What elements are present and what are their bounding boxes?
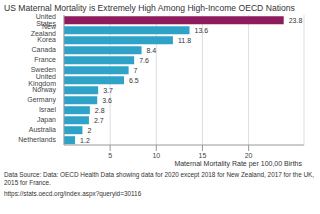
svg-text:3.7: 3.7 <box>103 87 113 94</box>
svg-text:11.8: 11.8 <box>178 37 191 44</box>
svg-text:7.6: 7.6 <box>139 57 149 64</box>
svg-text:5: 5 <box>108 152 112 159</box>
svg-text:2: 2 <box>87 127 91 134</box>
svg-text:20: 20 <box>245 152 253 159</box>
html-text:United: United <box>35 73 56 80</box>
svg-text:23.8: 23.8 <box>289 17 303 24</box>
svg-text:Japan: Japan <box>37 116 56 124</box>
svg-text:Canada: Canada <box>31 46 56 53</box>
svg-text:7: 7 <box>134 67 138 74</box>
svg-text:Israel: Israel <box>39 106 57 113</box>
html-text:Kingdom: Kingdom <box>28 80 56 87</box>
svg-text:8.4: 8.4 <box>147 47 157 54</box>
svg-text:Netherlands: Netherlands <box>18 136 56 143</box>
svg-text:10: 10 <box>152 152 160 159</box>
svg-text:Korea: Korea <box>37 36 56 43</box>
svg-text:6.5: 6.5 <box>129 77 139 84</box>
svg-text:Norway: Norway <box>32 86 56 94</box>
svg-text:13.6: 13.6 <box>195 27 209 34</box>
svg-text:1.2: 1.2 <box>80 137 90 144</box>
svg-text:2.8: 2.8 <box>95 107 105 114</box>
html-text:Data Source: Data: OECD Health: Data Source: Data: OECD Health Data show… <box>4 171 315 186</box>
svg-text:NewZealand: NewZealand <box>31 23 57 37</box>
html-text:US Maternal Mortality is Extre: US Maternal Mortality is Extremely High … <box>4 3 295 13</box>
html-text:https://stats.oecd.org/index.a: https://stats.oecd.org/index.aspx?queryi… <box>4 190 142 197</box>
svg-text:Germany: Germany <box>27 96 56 104</box>
svg-text:Australia: Australia <box>29 126 56 133</box>
svg-text:15: 15 <box>199 152 207 159</box>
svg-text:3.6: 3.6 <box>102 97 112 104</box>
svg-text:France: France <box>34 56 56 63</box>
html-text:Maternal Mortality Rate per 10: Maternal Mortality Rate per 100,00 Birth… <box>174 160 302 167</box>
svg-text:2.7: 2.7 <box>94 117 104 124</box>
svg-text:Sweden: Sweden <box>30 66 56 74</box>
